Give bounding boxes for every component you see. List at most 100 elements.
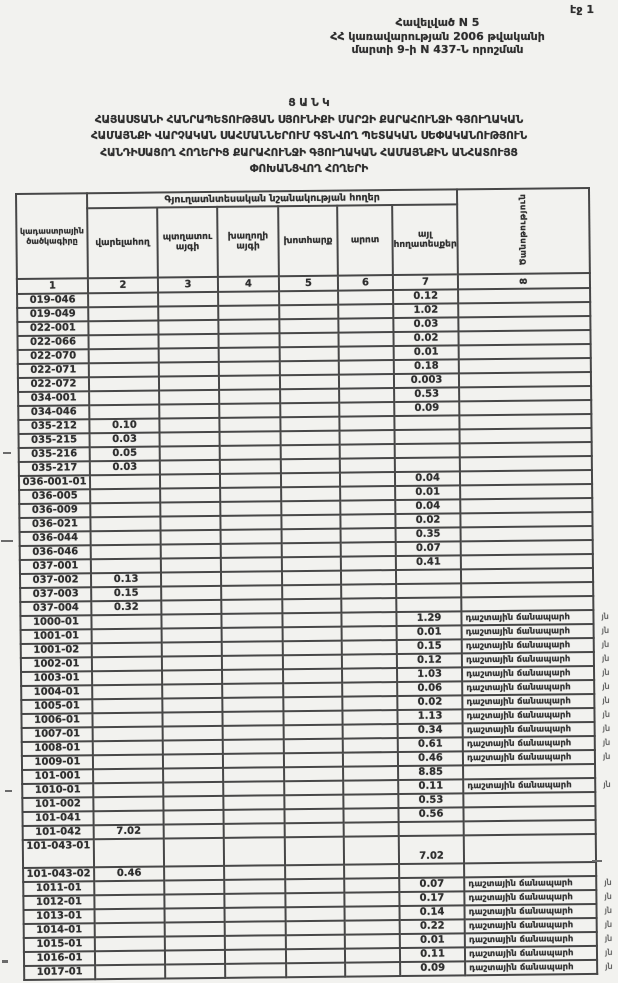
scan-artifact-mark: յն (604, 905, 612, 915)
arable-value-cell (90, 558, 161, 574)
title-line-2: ՀԱՅԱՍՏԱՆԻ ՀԱՆՐԱՊԵՏՈՒԹՅԱՆ ՍՅՈՒՆԻՔԻ ՄԱՐԶԻ … (94, 113, 524, 126)
vineyard-value-cell (219, 431, 281, 446)
scan-artifact-mark (593, 526, 618, 540)
vineyard-value-cell (222, 683, 284, 698)
arable-value-cell (93, 782, 164, 798)
cadastral-code-cell: 1015-01 (23, 937, 95, 952)
arable-value-cell: 0.46 (94, 866, 165, 882)
hayfield-value-cell (280, 472, 341, 488)
other-lands-value-cell: 0.01 (396, 625, 462, 641)
note-cell (460, 511, 593, 528)
hayfield-value-cell (285, 892, 345, 908)
decree-line-2: մարտի 9-ի N 437-Ն որոշման (351, 43, 524, 56)
arable-value-cell (92, 712, 163, 728)
note-cell: դաշտային ճանապարհ (464, 889, 597, 906)
other-lands-value-cell: 0.15 (396, 639, 462, 655)
cadastral-code-cell: 022-066 (17, 335, 89, 350)
note-cell (460, 497, 593, 514)
vineyard-value-cell (219, 417, 281, 432)
arable-value-cell (92, 726, 163, 742)
vineyard-value-cell (218, 319, 280, 334)
title-line-1: Ց Ա Ն Կ (288, 97, 330, 109)
pasture-value-cell (342, 710, 398, 725)
pasture-value-cell (343, 780, 399, 795)
column-number-7: 7 (392, 274, 459, 291)
scan-artifact-mark (591, 358, 617, 372)
pasture-value-cell (342, 682, 398, 697)
other-lands-value-cell: 0.53 (394, 387, 460, 403)
arable-value-cell (92, 698, 163, 714)
orchard-value-cell (164, 893, 225, 909)
other-lands-value-cell: 0.17 (399, 891, 465, 907)
cadastral-code-cell: 036-005 (19, 489, 91, 504)
orchard-value-cell (158, 361, 219, 377)
note-cell (460, 483, 593, 500)
vineyard-value-cell (223, 781, 285, 796)
scan-artifact-mark: յն (602, 709, 610, 719)
scan-noise (3, 452, 11, 454)
orchard-value-cell (162, 753, 224, 769)
pasture-value-cell (341, 668, 398, 683)
orchard-value-cell (160, 529, 221, 545)
pasture-value-cell (343, 822, 399, 837)
note-cell (458, 357, 592, 374)
vineyard-value-cell (224, 907, 286, 922)
scan-artifact-mark (591, 414, 617, 428)
scan-artifact-mark (596, 834, 618, 862)
scan-artifact-mark (591, 344, 617, 358)
scan-artifact-mark (591, 386, 617, 400)
cadastral-code-cell: 1008-01 (21, 741, 93, 756)
arable-value-cell (93, 810, 164, 826)
hayfield-value-cell (285, 906, 345, 922)
pasture-value-cell (340, 542, 396, 557)
orchard-value-cell (163, 781, 224, 797)
arable-value-cell: 0.03 (89, 460, 160, 476)
pasture-value-cell (339, 472, 396, 487)
page-number: էջ 1 (570, 3, 594, 16)
other-lands-value-cell (396, 583, 462, 599)
vineyard-value-cell (225, 963, 287, 978)
arable-value-cell (94, 950, 166, 966)
other-lands-value-cell: 0.01 (395, 485, 461, 501)
vineyard-value-cell (224, 879, 286, 894)
column-number-2: 2 (87, 277, 159, 294)
hayfield-value-cell (282, 612, 342, 628)
arable-value-cell: 0.05 (89, 446, 160, 462)
scan-artifact-mark (593, 554, 618, 568)
other-lands-value-cell: 0.18 (393, 359, 460, 375)
orchard-value-cell (160, 557, 221, 573)
vineyard-value-cell (218, 375, 281, 390)
orchard-value-cell (158, 305, 219, 321)
pasture-value-cell (340, 514, 396, 529)
hayfield-value-cell (280, 458, 340, 474)
scan-artifact-mark (592, 484, 618, 498)
pasture-value-cell (338, 360, 394, 375)
note-cell (458, 287, 591, 304)
vineyard-value-cell (222, 725, 284, 740)
orchard-value-cell (159, 459, 220, 475)
pasture-value-cell (338, 346, 394, 361)
arable-value-cell (94, 894, 165, 910)
vineyard-value-cell (221, 655, 284, 670)
note-cell (460, 539, 593, 556)
pasture-value-cell (342, 738, 398, 753)
other-lands-value-cell: 7.02 (398, 835, 465, 865)
scan-artifact-mark (593, 512, 618, 526)
cadastral-code-cell: 101-001 (22, 769, 94, 784)
scan-artifact-mark: յն (602, 667, 610, 677)
arable-value-cell (90, 516, 161, 532)
pasture-value-cell (343, 808, 399, 823)
pasture-value-cell (341, 584, 397, 599)
vineyard-value-cell (221, 641, 283, 656)
vineyard-value-cell (220, 501, 282, 516)
hayfield-value-cell (285, 948, 346, 964)
other-lands-value-cell: 1.13 (397, 709, 463, 725)
pasture-value-cell (339, 444, 395, 459)
scan-artifact-mark (590, 288, 616, 302)
note-cell: դաշտային ճանապարհ (461, 609, 594, 626)
arable-value-cell (88, 306, 159, 322)
vineyard-value-cell (222, 669, 284, 684)
vineyard-value-cell (222, 697, 284, 712)
vineyard-value-cell (220, 529, 282, 544)
arable-value-cell (90, 530, 161, 546)
